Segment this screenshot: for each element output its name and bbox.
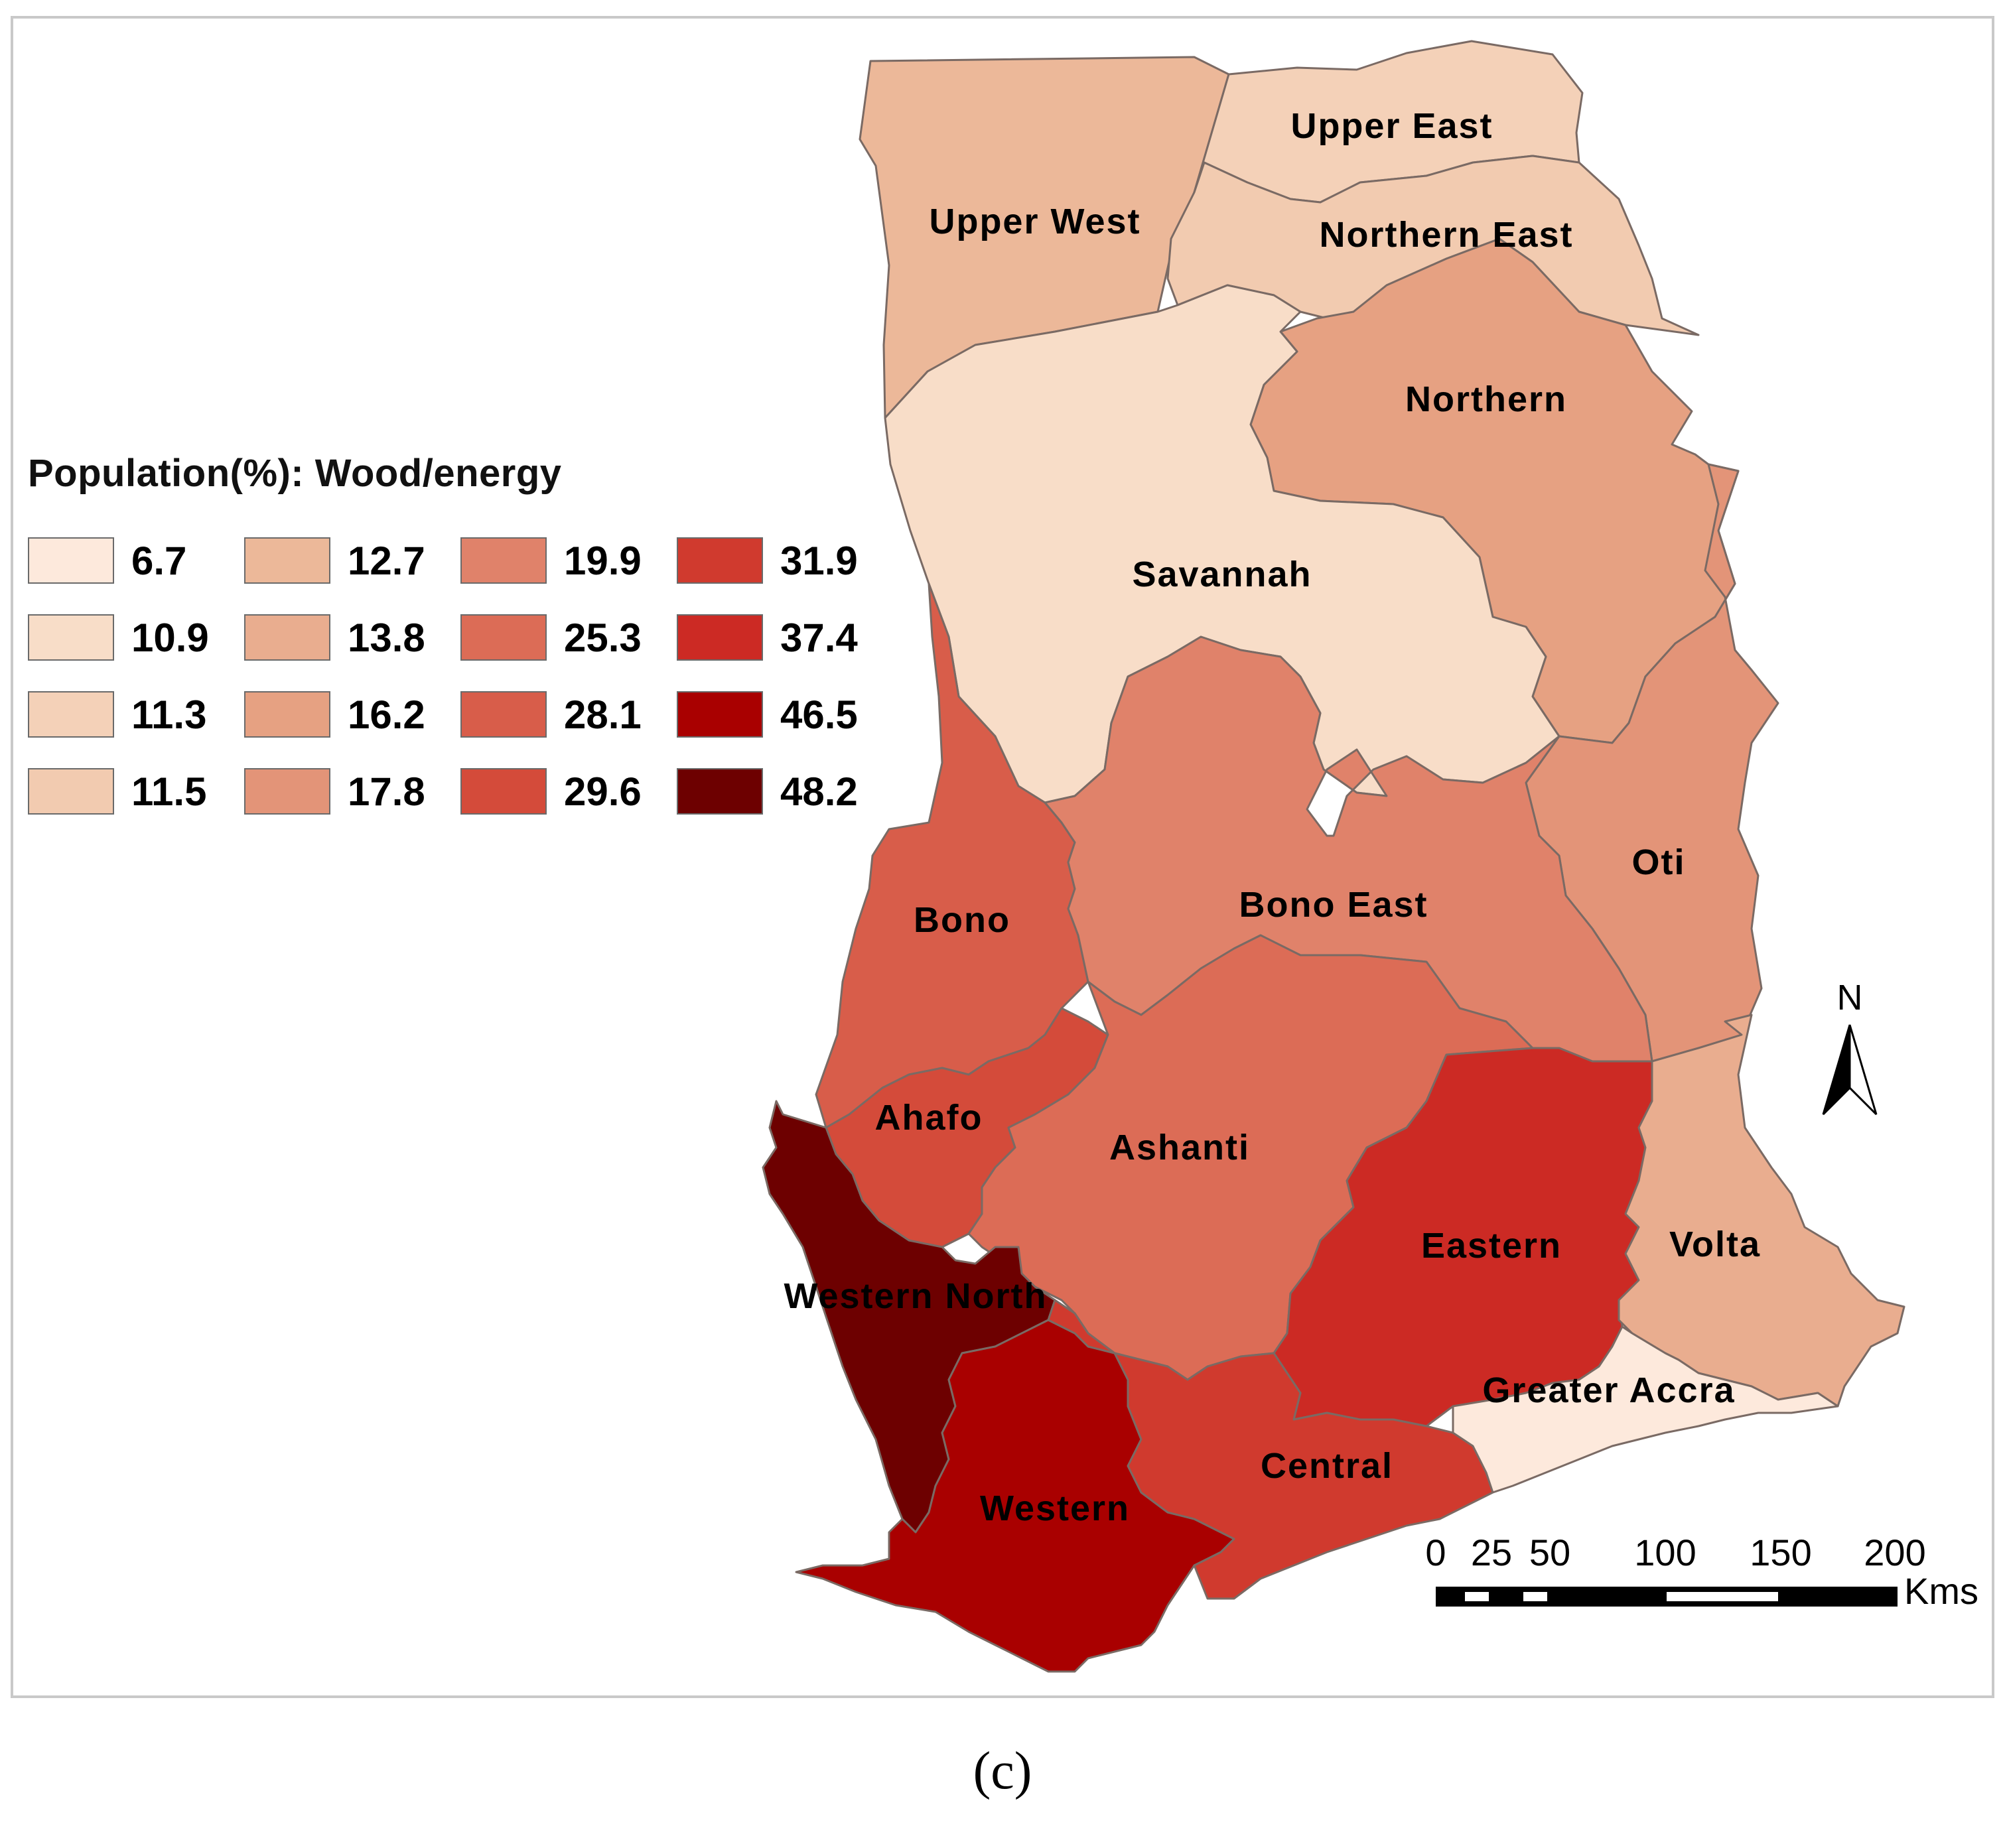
region-label-savannah: Savannah: [1132, 555, 1312, 594]
legend-item: 10.9: [28, 599, 244, 676]
legend-swatch: [244, 537, 330, 584]
legend-item: 6.7: [28, 522, 244, 599]
legend-label: 13.8: [348, 615, 425, 660]
legend-label: 29.6: [564, 769, 642, 814]
map-frame: [11, 16, 1994, 1698]
legend-label: 31.9: [780, 538, 858, 583]
legend-swatch: [28, 691, 114, 738]
legend-label: 48.2: [780, 769, 858, 814]
legend-label: 19.9: [564, 538, 642, 583]
legend-swatch: [677, 614, 763, 661]
legend-swatch: [460, 537, 547, 584]
legend-item: 17.8: [244, 753, 460, 830]
legend-label: 16.2: [348, 692, 425, 737]
legend-swatch: [244, 691, 330, 738]
legend-item: 46.5: [677, 676, 893, 753]
legend-label: 17.8: [348, 769, 425, 814]
legend: Population(%): Wood/energy 6.7 10.9 11.3 11…: [28, 451, 893, 830]
legend-item: 37.4: [677, 599, 893, 676]
legend-swatch: [677, 691, 763, 738]
legend-item: 13.8: [244, 599, 460, 676]
legend-swatch: [28, 614, 114, 661]
region-label-western-north: Western North: [784, 1276, 1047, 1316]
region-label-greater-accra: Greater Accra: [1482, 1370, 1735, 1410]
legend-item: 28.1: [460, 676, 677, 753]
legend-label: 10.9: [131, 615, 209, 660]
legend-label: 25.3: [564, 615, 642, 660]
legend-swatch: [677, 537, 763, 584]
scale-tick-150: 150: [1750, 1532, 1811, 1573]
scale-tick-50: 50: [1529, 1532, 1570, 1573]
legend-swatch: [677, 768, 763, 815]
region-label-volta: Volta: [1669, 1224, 1761, 1264]
region-label-eastern: Eastern: [1421, 1226, 1562, 1266]
scale-tick-200: 200: [1864, 1532, 1925, 1573]
north-arrow-icon: N: [1822, 978, 1878, 1116]
region-label-oti: Oti: [1632, 842, 1686, 882]
region-label-northern: Northern: [1405, 379, 1567, 419]
region-label-ashanti: Ashanti: [1109, 1128, 1250, 1167]
scale-unit: Kms: [1904, 1570, 1978, 1612]
region-label-western: Western: [980, 1488, 1130, 1528]
legend-title: Population(%): Wood/energy: [28, 452, 562, 495]
legend-label: 28.1: [564, 692, 642, 737]
legend-swatch: [460, 691, 547, 738]
legend-swatch: [28, 768, 114, 815]
region-label-northern-east: Northern East: [1319, 215, 1573, 255]
region-central[interactable]: [1047, 1299, 1494, 1600]
legend-item: 19.9: [460, 522, 677, 599]
scale-tick-25: 25: [1471, 1532, 1512, 1573]
scale-tick-0: 0: [1425, 1532, 1446, 1573]
legend-item: 11.3: [28, 676, 244, 753]
region-label-central: Central: [1261, 1446, 1393, 1486]
legend-item: 12.7: [244, 522, 460, 599]
legend-swatch: [244, 768, 330, 815]
legend-item: 29.6: [460, 753, 677, 830]
legend-swatch: [244, 614, 330, 661]
legend-item: 31.9: [677, 522, 893, 599]
legend-item: 25.3: [460, 599, 677, 676]
legend-swatch: [460, 768, 547, 815]
region-greater-accra[interactable]: [1452, 1325, 1839, 1494]
legend-item: 11.5: [28, 753, 244, 830]
region-label-ahafo: Ahafo: [875, 1098, 983, 1138]
legend-label: 46.5: [780, 692, 858, 737]
legend-item: 16.2: [244, 676, 460, 753]
legend-label: 11.3: [131, 692, 207, 737]
region-label-bono-east: Bono East: [1239, 885, 1428, 925]
legend-label: 6.7: [131, 538, 187, 583]
north-arrow-label: N: [1837, 978, 1863, 1018]
legend-grid: 6.7 10.9 11.3 11.5 12.7 13.8 16.2 17.8 19.9 25.3 2…: [28, 522, 893, 830]
figure-caption: (c): [973, 1742, 1032, 1800]
region-label-upper-east: Upper East: [1290, 106, 1493, 146]
scale-bar: 0 25 50 100 150 200 Kms: [1425, 1532, 1978, 1612]
legend-swatch: [460, 614, 547, 661]
legend-label: 37.4: [780, 615, 858, 660]
scale-tick-100: 100: [1634, 1532, 1696, 1573]
region-label-upper-west: Upper West: [929, 202, 1141, 241]
region-label-bono: Bono: [914, 900, 1010, 940]
legend-item: 48.2: [677, 753, 893, 830]
legend-swatch: [28, 537, 114, 584]
legend-label: 11.5: [131, 769, 207, 814]
legend-label: 12.7: [348, 538, 425, 583]
